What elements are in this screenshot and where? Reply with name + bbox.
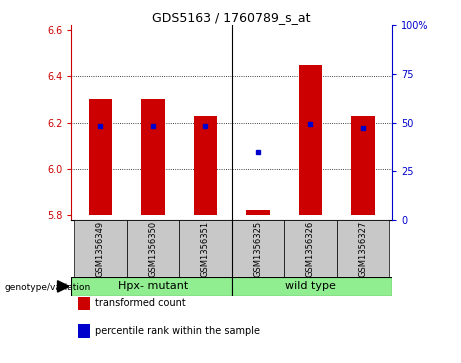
Bar	[351, 115, 375, 215]
Bar	[284, 220, 337, 278]
Bar	[231, 220, 284, 278]
Bar	[74, 220, 127, 278]
Bar	[141, 99, 165, 215]
Text: Hpx- mutant: Hpx- mutant	[118, 281, 188, 291]
Polygon shape	[58, 281, 69, 292]
Text: transformed count: transformed count	[95, 298, 185, 309]
Text: GSM1356349: GSM1356349	[96, 221, 105, 277]
Bar	[127, 220, 179, 278]
Title: GDS5163 / 1760789_s_at: GDS5163 / 1760789_s_at	[153, 11, 311, 24]
Bar	[337, 220, 389, 278]
Bar	[231, 277, 392, 296]
Bar	[246, 211, 270, 215]
Bar	[179, 220, 231, 278]
Bar	[194, 115, 217, 215]
Text: wild type: wild type	[285, 281, 336, 291]
Text: GSM1356326: GSM1356326	[306, 221, 315, 277]
Text: percentile rank within the sample: percentile rank within the sample	[95, 326, 260, 336]
Bar	[89, 99, 112, 215]
Text: GSM1356351: GSM1356351	[201, 221, 210, 277]
Bar	[299, 65, 322, 215]
Text: GSM1356327: GSM1356327	[359, 221, 367, 277]
Text: GSM1356350: GSM1356350	[148, 221, 157, 277]
Bar	[71, 277, 231, 296]
Text: genotype/variation: genotype/variation	[5, 284, 91, 292]
Text: GSM1356325: GSM1356325	[254, 221, 262, 277]
